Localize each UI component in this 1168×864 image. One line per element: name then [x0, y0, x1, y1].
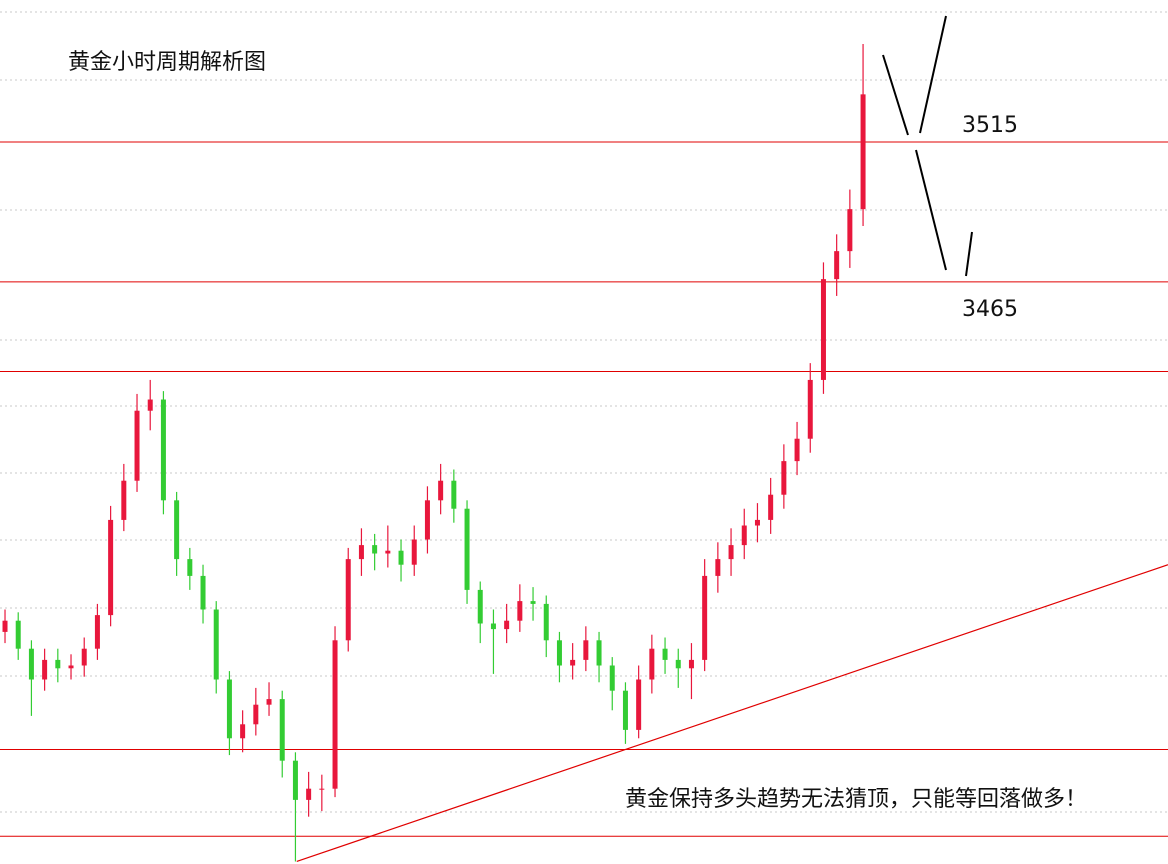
- candle-body: [847, 209, 853, 252]
- candle-body: [622, 690, 628, 730]
- candle-body: [332, 640, 338, 789]
- candle-body: [15, 620, 21, 649]
- candle-body: [266, 699, 272, 705]
- projection-line: [882, 54, 909, 136]
- candle-body: [728, 545, 734, 560]
- candle-body: [108, 519, 114, 616]
- candle-body: [504, 620, 510, 630]
- candle-body: [200, 575, 206, 610]
- candle-body: [2, 620, 8, 632]
- candle-body: [741, 525, 747, 546]
- candle-body: [860, 94, 866, 210]
- candle-body: [477, 589, 483, 624]
- candle-body: [372, 545, 378, 554]
- annotation: 黄金保持多头趋势无法猜顶，只能等回落做多！: [625, 787, 1087, 812]
- level-label: 3515: [962, 113, 1018, 138]
- candle-body: [543, 603, 549, 641]
- candle-body: [768, 494, 774, 520]
- candle-body: [160, 399, 166, 501]
- projection-line: [915, 149, 947, 271]
- candle-body: [820, 279, 826, 380]
- candle-body: [834, 251, 840, 280]
- candle-body: [807, 379, 813, 439]
- candle-body: [794, 438, 800, 462]
- candle-body: [68, 665, 74, 669]
- candle-body: [358, 545, 364, 560]
- candle-body: [94, 615, 100, 649]
- candle-body: [596, 640, 602, 666]
- candle-body: [556, 640, 562, 666]
- projection-line: [919, 15, 947, 134]
- candle-body: [688, 659, 694, 669]
- candle-body: [306, 788, 312, 800]
- candle-body: [55, 659, 61, 669]
- candle-body: [781, 461, 787, 495]
- candle-body: [292, 760, 298, 800]
- candle-body: [253, 704, 259, 725]
- candle-body: [28, 648, 34, 680]
- candle-body: [147, 399, 153, 411]
- candle-body: [226, 679, 232, 739]
- level-label: 3465: [962, 297, 1018, 322]
- candle-body: [81, 648, 87, 666]
- candle-body: [411, 539, 417, 565]
- candle-body: [517, 601, 523, 621]
- candle-body: [438, 480, 444, 501]
- candle-body: [464, 508, 470, 590]
- candle-body: [121, 480, 127, 520]
- candle-body: [279, 699, 285, 761]
- candle-body: [187, 559, 193, 576]
- candle-body: [675, 659, 681, 669]
- candle-body: [702, 575, 708, 660]
- candle-body: [319, 788, 325, 790]
- projection-line: [965, 231, 973, 277]
- candle-body: [385, 550, 391, 554]
- candle-body: [715, 559, 721, 576]
- candle-body: [398, 550, 404, 565]
- candle-body: [649, 648, 655, 680]
- candle-body: [636, 679, 642, 730]
- projection-lines: [882, 15, 973, 277]
- candle-body: [174, 500, 180, 560]
- chart-title: 黄金小时周期解析图: [68, 50, 266, 75]
- candle-body: [754, 519, 760, 526]
- candle-body: [583, 640, 589, 660]
- candle-body: [570, 659, 576, 666]
- candle-body: [42, 659, 48, 680]
- candle-body: [134, 410, 140, 481]
- trend-line: [296, 564, 1168, 863]
- candle-body: [451, 480, 457, 509]
- candle-body: [609, 665, 615, 691]
- candle-body: [424, 500, 430, 540]
- candle-body: [213, 609, 219, 680]
- candle-body: [240, 724, 246, 739]
- candle-body: [530, 601, 536, 604]
- candle-body: [490, 623, 496, 630]
- candle-body: [662, 648, 668, 660]
- candle-body: [345, 559, 351, 641]
